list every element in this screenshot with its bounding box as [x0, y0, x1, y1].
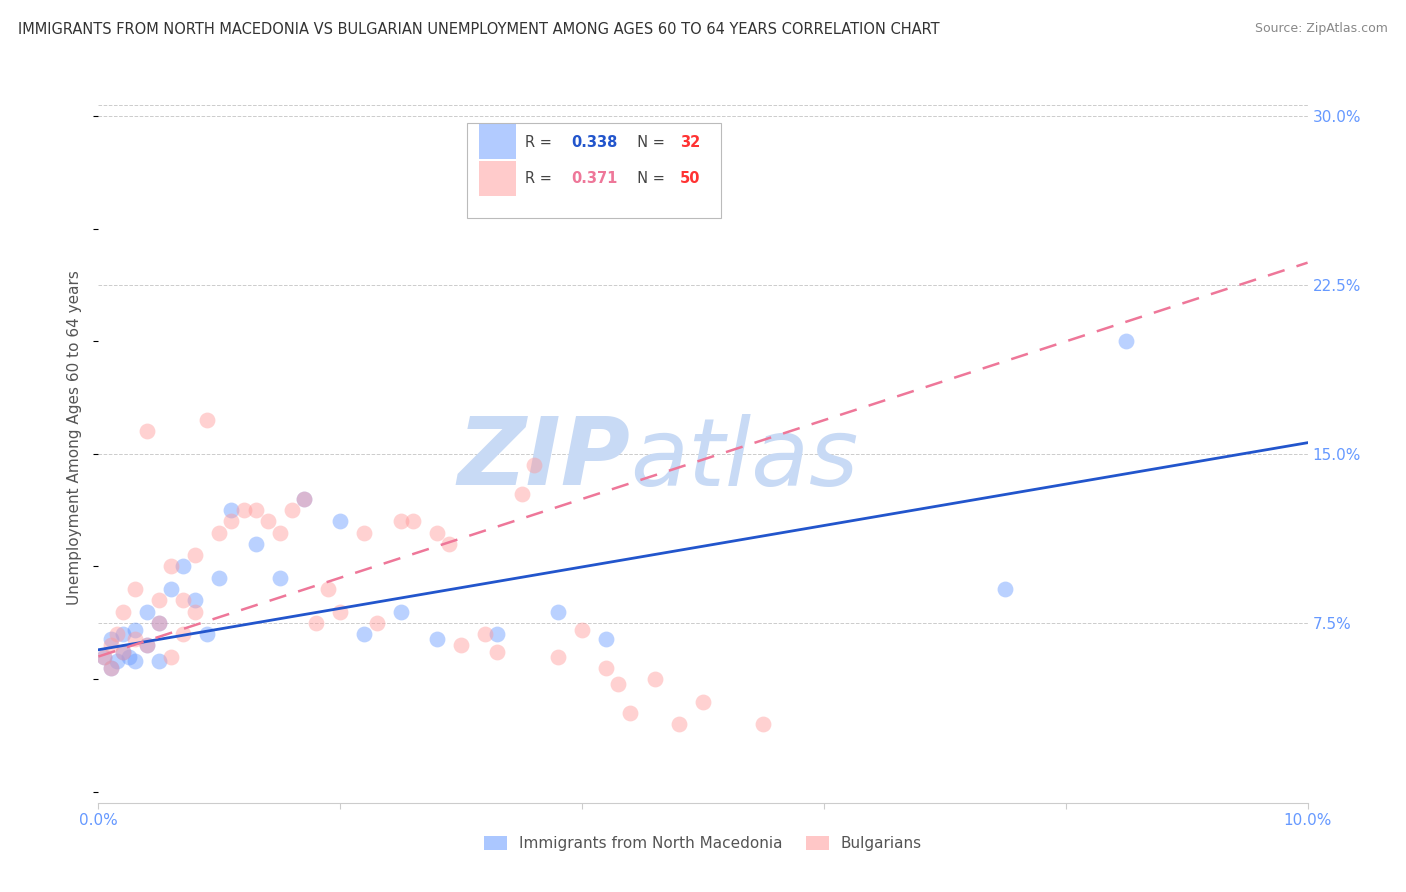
Point	[474, 627, 496, 641]
Point	[111, 605, 134, 619]
Point	[510, 487, 533, 501]
Point	[292, 491, 315, 506]
Y-axis label: Unemployment Among Ages 60 to 64 years: Unemployment Among Ages 60 to 64 years	[67, 269, 83, 605]
Bar	[479, 161, 516, 195]
Point	[994, 582, 1017, 596]
Point	[486, 645, 509, 659]
Point	[595, 632, 617, 646]
Text: R =: R =	[526, 171, 557, 186]
Point	[607, 676, 630, 690]
Point	[366, 615, 388, 630]
Point	[329, 605, 352, 619]
Point	[547, 605, 569, 619]
Point	[245, 537, 267, 551]
Point	[135, 638, 157, 652]
Text: IMMIGRANTS FROM NORTH MACEDONIA VS BULGARIAN UNEMPLOYMENT AMONG AGES 60 TO 64 YE: IMMIGRANTS FROM NORTH MACEDONIA VS BULGA…	[18, 22, 939, 37]
Point	[111, 645, 134, 659]
Point	[752, 717, 775, 731]
Point	[221, 515, 243, 529]
Point	[135, 605, 157, 619]
Point	[100, 638, 122, 652]
Point	[111, 645, 134, 659]
Point	[135, 638, 157, 652]
Point	[1115, 334, 1137, 349]
Point	[160, 649, 183, 664]
Point	[160, 559, 183, 574]
Point	[281, 503, 304, 517]
Point	[195, 413, 218, 427]
Point	[195, 627, 218, 641]
Point	[148, 615, 170, 630]
Point	[184, 548, 207, 562]
Text: 0.371: 0.371	[571, 171, 617, 186]
Point	[256, 515, 278, 529]
Point	[402, 515, 425, 529]
Point	[692, 694, 714, 708]
Text: 0.338: 0.338	[571, 135, 617, 150]
Point	[305, 615, 328, 630]
Point	[245, 503, 267, 517]
Point	[172, 559, 194, 574]
Text: N =: N =	[628, 135, 669, 150]
Point	[316, 582, 339, 596]
Point	[329, 515, 352, 529]
Point	[292, 491, 315, 506]
Point	[644, 672, 666, 686]
Point	[172, 627, 194, 641]
Point	[523, 458, 546, 473]
Point	[389, 515, 412, 529]
Point	[135, 425, 157, 439]
Point	[619, 188, 641, 202]
Point	[208, 525, 231, 540]
Point	[105, 654, 128, 668]
Text: Source: ZipAtlas.com: Source: ZipAtlas.com	[1254, 22, 1388, 36]
Text: atlas: atlas	[630, 414, 859, 505]
Point	[668, 717, 690, 731]
Text: R =: R =	[526, 135, 557, 150]
Point	[100, 661, 122, 675]
Point	[353, 627, 375, 641]
Point	[111, 627, 134, 641]
Text: 50: 50	[681, 171, 700, 186]
Point	[389, 605, 412, 619]
Point	[547, 649, 569, 664]
Point	[93, 649, 115, 664]
Point	[118, 649, 141, 664]
Point	[148, 654, 170, 668]
Point	[437, 537, 460, 551]
Text: ZIP: ZIP	[457, 413, 630, 505]
Point	[124, 654, 146, 668]
Point	[426, 525, 449, 540]
Point	[595, 661, 617, 675]
Point	[100, 661, 122, 675]
Point	[124, 623, 146, 637]
Point	[184, 605, 207, 619]
Point	[571, 623, 593, 637]
Point	[353, 525, 375, 540]
Text: N =: N =	[628, 171, 669, 186]
Point	[208, 571, 231, 585]
Point	[486, 627, 509, 641]
Point	[619, 706, 641, 720]
Point	[105, 627, 128, 641]
Point	[124, 632, 146, 646]
Point	[100, 632, 122, 646]
Point	[450, 638, 472, 652]
Point	[426, 632, 449, 646]
Point	[184, 593, 207, 607]
Point	[124, 582, 146, 596]
Point	[269, 525, 291, 540]
Point	[148, 615, 170, 630]
Point	[160, 582, 183, 596]
Point	[172, 593, 194, 607]
Point	[93, 649, 115, 664]
FancyBboxPatch shape	[467, 122, 721, 218]
Point	[221, 503, 243, 517]
Point	[148, 593, 170, 607]
Point	[269, 571, 291, 585]
Legend: Immigrants from North Macedonia, Bulgarians: Immigrants from North Macedonia, Bulgari…	[478, 830, 928, 857]
Bar	[479, 124, 516, 159]
Text: 32: 32	[681, 135, 700, 150]
Point	[232, 503, 254, 517]
